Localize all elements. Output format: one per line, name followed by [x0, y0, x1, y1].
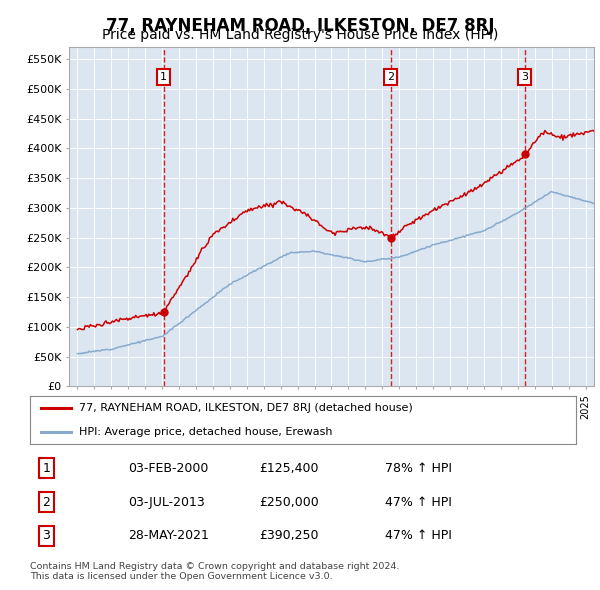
- Text: 28-MAY-2021: 28-MAY-2021: [128, 529, 209, 542]
- Text: £390,250: £390,250: [259, 529, 319, 542]
- Text: 77, RAYNEHAM ROAD, ILKESTON, DE7 8RJ (detached house): 77, RAYNEHAM ROAD, ILKESTON, DE7 8RJ (de…: [79, 404, 413, 413]
- Text: 77, RAYNEHAM ROAD, ILKESTON, DE7 8RJ: 77, RAYNEHAM ROAD, ILKESTON, DE7 8RJ: [106, 17, 494, 35]
- Text: 1: 1: [43, 462, 50, 475]
- Text: 78% ↑ HPI: 78% ↑ HPI: [385, 462, 452, 475]
- Text: 3: 3: [521, 72, 528, 82]
- Text: 03-FEB-2000: 03-FEB-2000: [128, 462, 209, 475]
- Text: £125,400: £125,400: [259, 462, 319, 475]
- Text: 2: 2: [387, 72, 394, 82]
- Text: 03-JUL-2013: 03-JUL-2013: [128, 496, 205, 509]
- Text: 2: 2: [43, 496, 50, 509]
- Text: Contains HM Land Registry data © Crown copyright and database right 2024.
This d: Contains HM Land Registry data © Crown c…: [30, 562, 400, 581]
- Text: HPI: Average price, detached house, Erewash: HPI: Average price, detached house, Erew…: [79, 427, 332, 437]
- Text: 47% ↑ HPI: 47% ↑ HPI: [385, 529, 452, 542]
- Text: 1: 1: [160, 72, 167, 82]
- Text: Price paid vs. HM Land Registry's House Price Index (HPI): Price paid vs. HM Land Registry's House …: [102, 28, 498, 42]
- Text: 3: 3: [43, 529, 50, 542]
- Text: £250,000: £250,000: [259, 496, 319, 509]
- Text: 47% ↑ HPI: 47% ↑ HPI: [385, 496, 452, 509]
